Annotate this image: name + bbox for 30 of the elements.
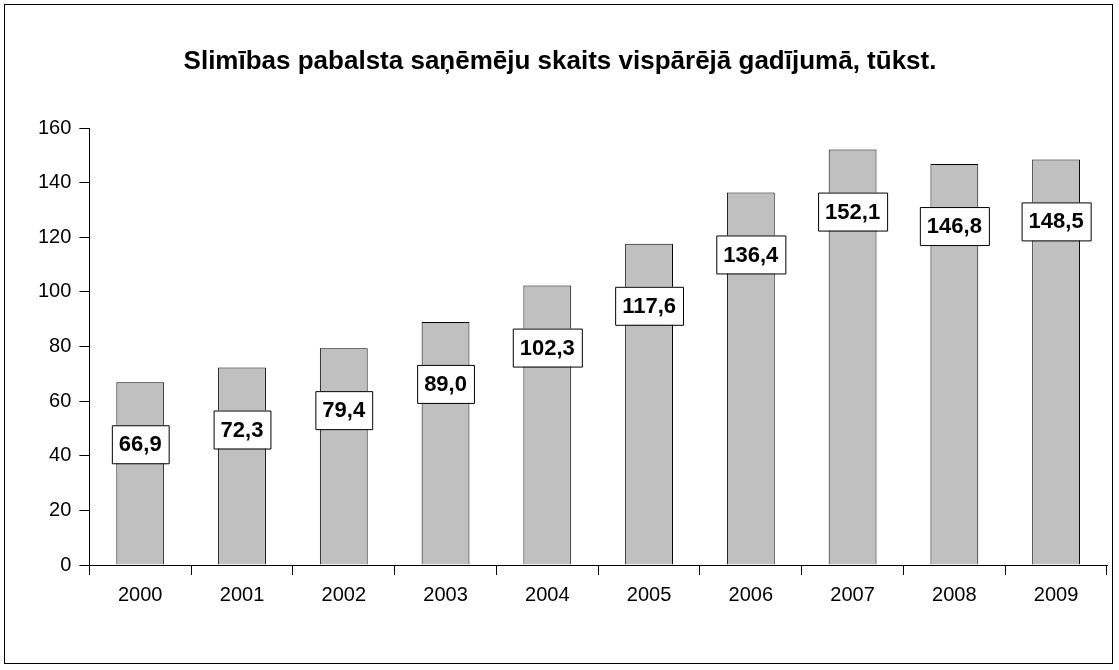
y-tick-label: 0 bbox=[60, 552, 72, 575]
chart-title: Slimības pabalsta saņēmēju skaits vispārējā gadījumā, tūkst. bbox=[182, 44, 938, 77]
x-tick-label: 2002 bbox=[321, 582, 367, 605]
x-tick-label: 2009 bbox=[1033, 582, 1079, 605]
x-tick-label: 2008 bbox=[932, 582, 977, 605]
y-tick-label: 120 bbox=[37, 224, 72, 247]
data-label: 72,3 bbox=[220, 416, 264, 442]
data-label: 89,0 bbox=[424, 370, 467, 396]
data-label: 79,4 bbox=[322, 397, 366, 423]
data-label: 117,6 bbox=[622, 292, 676, 318]
x-tick-label: 2005 bbox=[626, 582, 672, 605]
x-tick-label: 2000 bbox=[118, 582, 163, 605]
y-tick-label: 40 bbox=[49, 443, 72, 466]
data-label: 152,1 bbox=[825, 198, 881, 224]
y-tick-label: 20 bbox=[49, 497, 72, 520]
y-tick-label: 140 bbox=[37, 170, 72, 193]
x-tick-label: 2006 bbox=[728, 582, 774, 605]
x-tick-label: 2007 bbox=[830, 582, 875, 605]
x-tick-label: 2004 bbox=[525, 582, 570, 605]
y-tick-label: 100 bbox=[37, 279, 72, 302]
data-label: 102,3 bbox=[519, 334, 575, 360]
y-tick-label: 160 bbox=[37, 115, 72, 138]
data-label: 136,4 bbox=[723, 241, 780, 267]
y-tick-label: 80 bbox=[49, 334, 72, 357]
data-label: 146,8 bbox=[926, 213, 982, 239]
x-tick-label: 2001 bbox=[219, 582, 265, 605]
x-tick-label: 2003 bbox=[423, 582, 468, 605]
data-label: 66,9 bbox=[118, 431, 162, 457]
data-label: 148,5 bbox=[1028, 208, 1084, 234]
y-tick-label: 60 bbox=[49, 388, 72, 411]
